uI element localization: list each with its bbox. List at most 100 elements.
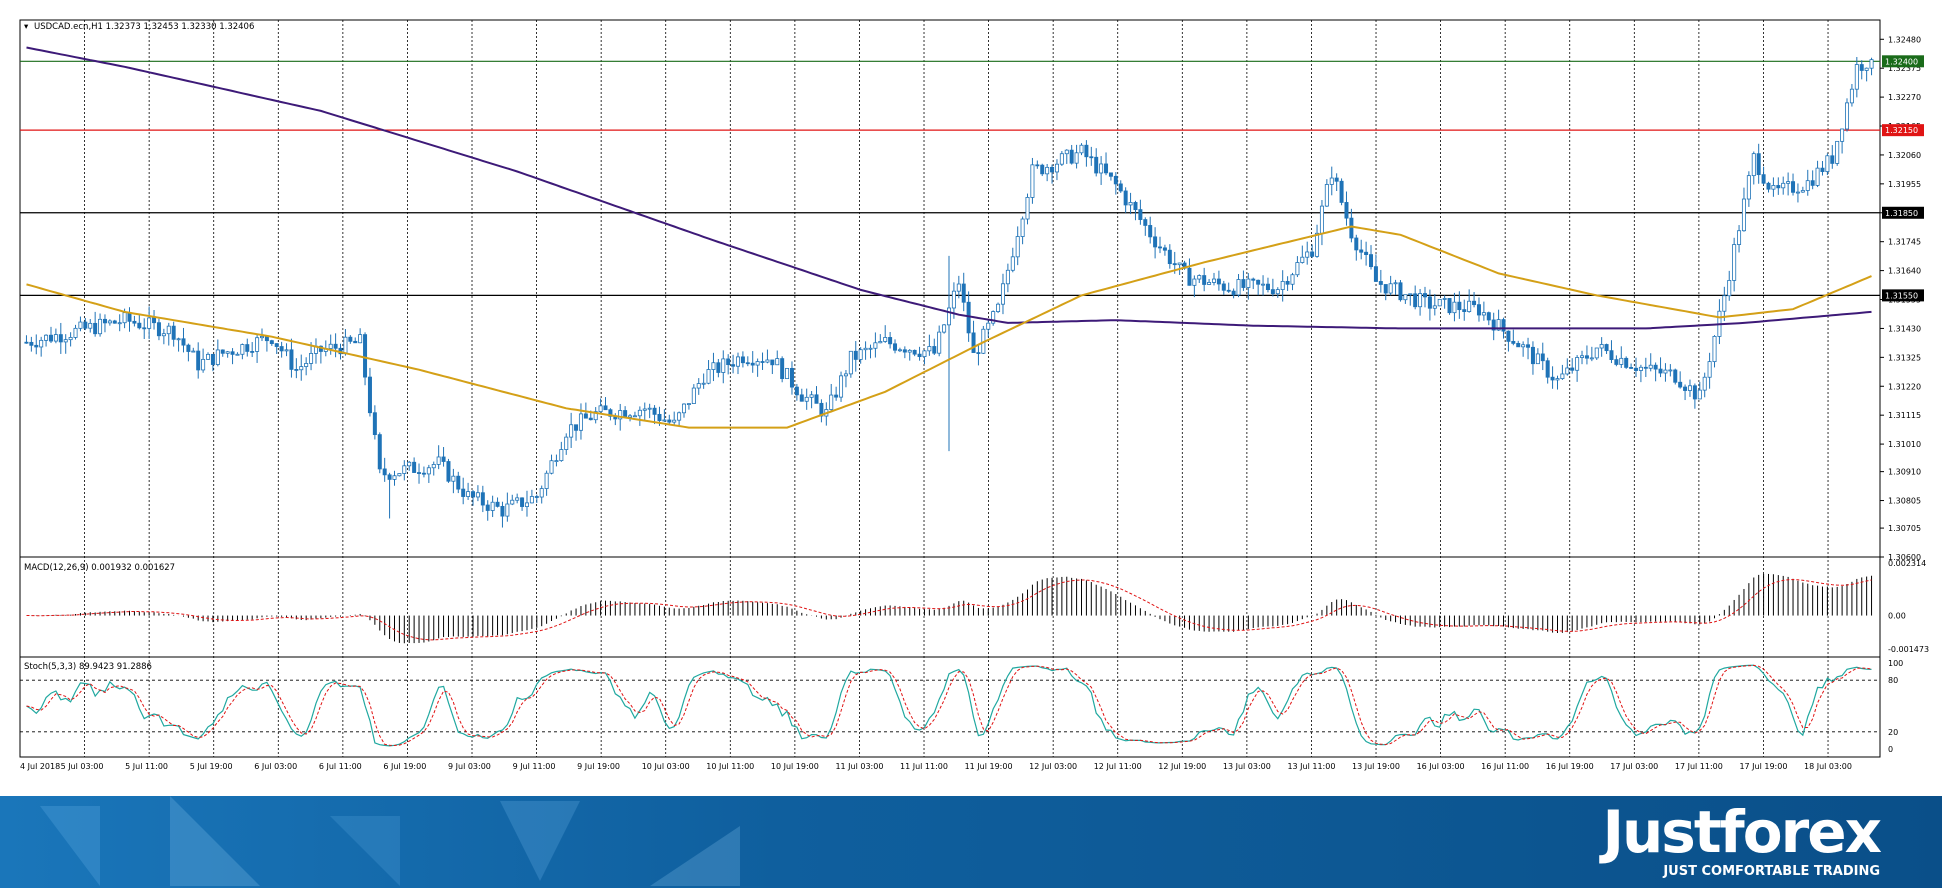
candle-body (402, 465, 407, 474)
candle-body (716, 362, 721, 373)
price-tick-label: 1.30805 (1888, 497, 1921, 506)
candle-body (1197, 275, 1202, 280)
candle-body (760, 361, 765, 363)
candle-body (922, 350, 927, 358)
candle-body (34, 344, 39, 348)
candle-body (726, 358, 731, 366)
candle-body (1378, 281, 1383, 285)
candle-body (299, 366, 304, 371)
candle-body (1128, 202, 1133, 206)
candle-body (785, 367, 790, 380)
candle-body (392, 475, 397, 480)
candle-body (1059, 153, 1064, 165)
candle-body (1614, 359, 1619, 365)
candle-body (1869, 59, 1874, 69)
candle-body (44, 334, 49, 341)
candle-body (1697, 389, 1702, 400)
candle-body (147, 317, 152, 329)
candle-body (853, 350, 858, 360)
candle-body (1074, 152, 1079, 164)
candle-body (1741, 198, 1746, 232)
candle-body (799, 394, 804, 402)
candle-body (804, 396, 809, 402)
candle-body (1535, 353, 1540, 365)
candle-body (897, 349, 902, 352)
candle-body (456, 475, 461, 490)
stoch-header: Stoch(5,3,3) 89.9423 91.2886 (24, 662, 152, 672)
candle-body (976, 352, 981, 354)
candle-body (63, 339, 68, 343)
price-tick-label: 1.31745 (1888, 238, 1921, 247)
stoch-tick-label: 100 (1888, 659, 1903, 668)
candle-body (1300, 256, 1305, 263)
candle-body (363, 334, 368, 378)
candle-body (564, 436, 569, 450)
candle-body (1845, 102, 1850, 130)
candle-body (1658, 368, 1663, 374)
decor-triangle (500, 801, 580, 881)
candle-body (927, 346, 932, 352)
grid (19, 19, 1881, 758)
candle-body (1648, 364, 1653, 369)
candle-body (107, 320, 112, 324)
moving-average-slow (26, 46, 1872, 330)
candle-body (1275, 289, 1280, 295)
candle-body (1319, 205, 1324, 234)
candle-body (191, 350, 196, 353)
candle-body (215, 349, 220, 365)
time-axis-label: 5 Jul 19:00 (190, 762, 233, 771)
candle-body (1010, 256, 1015, 271)
candle-body (888, 337, 893, 345)
candle-body (677, 412, 682, 421)
time-axis-label: 10 Jul 03:00 (642, 762, 690, 771)
macd-panel (26, 573, 1873, 644)
price-tick-label: 1.31430 (1888, 324, 1921, 333)
candle-body (1315, 232, 1320, 257)
candle-body (259, 336, 264, 339)
candle-body (1045, 166, 1050, 175)
candle-body (1638, 366, 1643, 371)
candle-body (1712, 336, 1717, 363)
candle-body (1202, 275, 1207, 285)
candle-body (1737, 230, 1742, 245)
candle-body (735, 356, 740, 367)
price-tick-label: 1.31115 (1888, 411, 1921, 420)
candle-body (878, 341, 883, 344)
candle-body (1427, 296, 1432, 309)
candle-body (78, 321, 83, 329)
candle-body (490, 501, 495, 511)
candle-body (1496, 319, 1501, 331)
candle-body (1673, 369, 1678, 383)
time-axis-label: 13 Jul 03:00 (1223, 762, 1271, 771)
candle-body (68, 337, 73, 341)
candle-body (1511, 340, 1516, 344)
candle-body (39, 339, 44, 348)
candle-body (1452, 301, 1457, 314)
candle-body (1501, 319, 1506, 332)
price-tick-label: 1.30600 (1888, 553, 1921, 562)
candle-body (1840, 128, 1845, 142)
candle-body (1692, 385, 1697, 400)
chart-canvas[interactable]: 4 Jul 2018 5 Jul 03:00 5 Jul 11:00 5 Jul 19… (0, 0, 1942, 796)
candle-body (932, 346, 937, 354)
candle-body (466, 491, 471, 497)
candle-body (1800, 190, 1805, 193)
candle-body (1310, 251, 1315, 257)
candle-body (1467, 300, 1472, 313)
price-tick-label: 1.31325 (1888, 353, 1921, 362)
time-axis-label: 17 Jul 19:00 (1739, 762, 1787, 771)
candle-body (446, 461, 451, 482)
candle-body (269, 340, 274, 344)
candle-body (559, 449, 564, 462)
time-axis-label: 16 Jul 03:00 (1417, 762, 1465, 771)
symbol-menu-arrow[interactable]: ▾ (24, 22, 29, 32)
candle-body (1393, 282, 1398, 285)
candle-body (289, 349, 294, 370)
candle-body (1442, 298, 1447, 300)
candle-body (485, 504, 490, 511)
candle-body (1766, 182, 1771, 190)
price-tick-label: 1.30910 (1888, 468, 1921, 477)
candle-body (1663, 369, 1668, 374)
candle-body (102, 318, 107, 324)
price-tick-label: 1.32060 (1888, 151, 1921, 160)
